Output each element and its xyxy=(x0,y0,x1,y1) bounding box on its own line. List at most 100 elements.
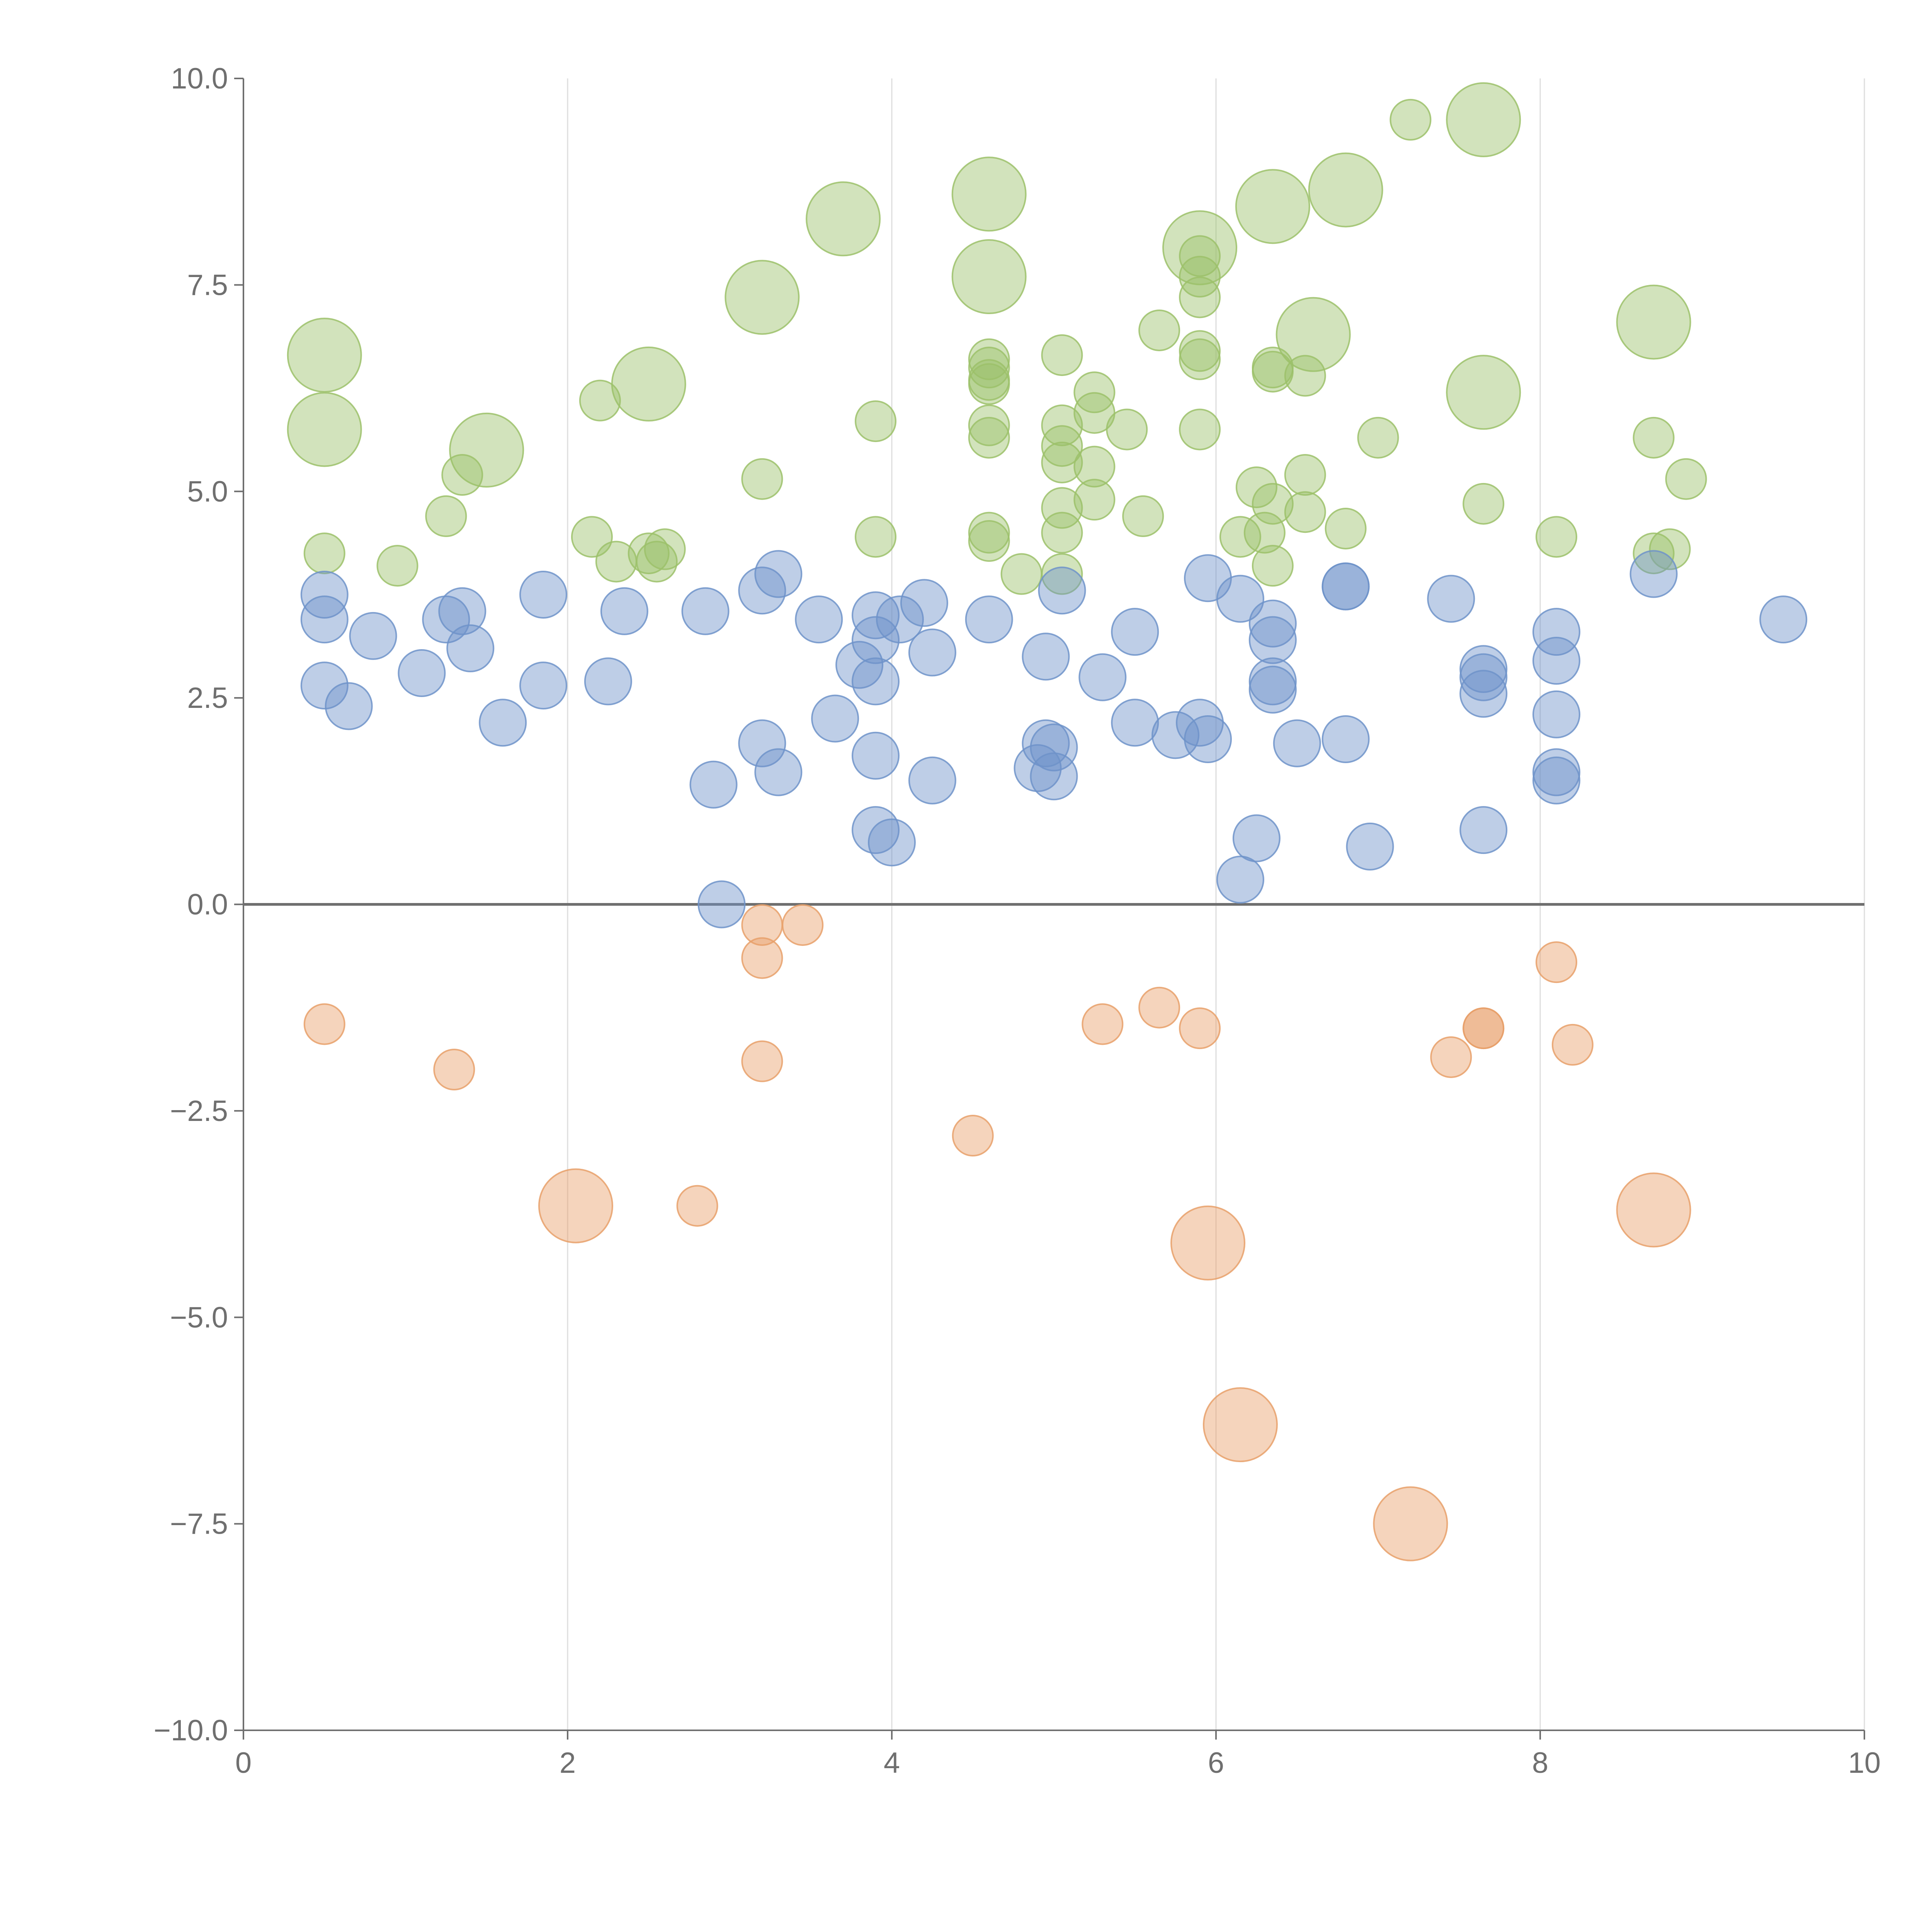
blue-data-point xyxy=(1248,616,1297,664)
green-data-point xyxy=(1308,152,1383,228)
green-data-point xyxy=(636,541,678,583)
green-data-point xyxy=(1616,284,1691,360)
green-data-point xyxy=(1041,425,1083,467)
green-data-point xyxy=(951,156,1027,232)
green-data-point xyxy=(1463,483,1505,525)
green-data-point xyxy=(1284,491,1326,533)
blue-data-point xyxy=(1022,633,1070,681)
x-tick-label: 8 xyxy=(1532,1747,1548,1779)
orange-data-point xyxy=(1179,1007,1221,1049)
blue-data-point xyxy=(868,818,916,867)
blue-data-point xyxy=(697,880,746,929)
blue-data-point xyxy=(349,612,397,660)
blue-data-point xyxy=(738,719,786,767)
blue-data-point xyxy=(438,587,486,635)
orange-data-point xyxy=(952,1115,994,1156)
blue-data-point xyxy=(1629,550,1678,598)
green-data-point xyxy=(1276,297,1351,372)
orange-data-point xyxy=(741,937,783,979)
green-data-point xyxy=(1000,553,1043,595)
blue-data-point xyxy=(908,628,956,677)
blue-data-point xyxy=(1078,653,1127,701)
green-data-point xyxy=(1073,479,1116,521)
blue-data-point xyxy=(795,595,843,644)
orange-data-point xyxy=(1551,1024,1594,1066)
green-data-point xyxy=(1041,553,1083,595)
green-data-point xyxy=(855,400,897,442)
green-data-point xyxy=(1535,516,1577,558)
blue-data-point xyxy=(1346,822,1394,871)
y-tick-label: 5.0 xyxy=(187,475,228,508)
green-data-point xyxy=(303,532,345,575)
blue-data-point xyxy=(519,570,568,619)
green-data-point xyxy=(806,181,881,257)
green-data-point xyxy=(287,392,362,467)
green-data-point xyxy=(1633,417,1675,459)
y-tick-label: 10.0 xyxy=(171,62,228,95)
blue-data-point xyxy=(479,699,527,747)
blue-data-point xyxy=(1038,566,1086,615)
blue-data-point xyxy=(1459,653,1508,701)
y-tick-label: −7.5 xyxy=(170,1508,228,1541)
green-data-point xyxy=(1041,441,1083,483)
blue-data-point xyxy=(422,595,470,644)
green-data-point xyxy=(1243,512,1286,554)
orange-data-point xyxy=(1535,941,1577,983)
green-data-point xyxy=(644,528,686,570)
green-data-point xyxy=(968,520,1010,562)
blue-data-point xyxy=(1151,711,1200,759)
orange-data-point xyxy=(1430,1036,1472,1078)
y-tick-label: 7.5 xyxy=(187,269,228,301)
green-data-point xyxy=(287,318,362,393)
blue-data-point xyxy=(754,748,803,796)
green-data-point xyxy=(1252,483,1294,525)
blue-data-point xyxy=(1532,756,1580,804)
green-data-point xyxy=(1041,512,1083,554)
blue-data-point xyxy=(1532,636,1580,685)
orange-data-point xyxy=(303,1003,345,1045)
green-data-point xyxy=(1665,458,1707,500)
green-data-point xyxy=(1041,487,1083,529)
green-data-point xyxy=(1325,507,1367,549)
orange-data-point xyxy=(538,1168,613,1243)
blue-data-point xyxy=(900,579,948,627)
green-data-point xyxy=(441,454,483,496)
blue-data-point xyxy=(1232,814,1281,862)
green-data-point xyxy=(968,363,1010,405)
blue-data-point xyxy=(446,624,495,672)
blue-data-point xyxy=(852,806,900,854)
tick-labels: 0 2 4 6 8 10 10.0 7.5 5.0 2.5 0.0 −2.5 −5.0 −7.5 −10.0 xyxy=(154,62,1881,1779)
orange-data-point xyxy=(1138,986,1180,1029)
y-tick-label: 2.5 xyxy=(187,682,228,714)
green-data-point xyxy=(376,545,418,587)
green-data-point xyxy=(968,417,1010,459)
green-data-point xyxy=(741,458,783,500)
green-data-point xyxy=(1179,330,1221,372)
blue-data-point xyxy=(1184,715,1232,763)
blue-data-point xyxy=(1111,608,1159,656)
blue-data-point xyxy=(1022,719,1070,767)
green-data-point xyxy=(1179,408,1221,451)
blue-data-point xyxy=(398,649,446,697)
green-data-point xyxy=(1357,417,1399,459)
blue-data-point xyxy=(852,657,900,706)
blue-data-point xyxy=(1216,855,1264,904)
blue-data-point xyxy=(1273,719,1321,767)
blue-data-point xyxy=(852,616,900,664)
blue-data-point xyxy=(1030,723,1078,772)
green-data-point xyxy=(968,512,1010,554)
x-tick-label: 0 xyxy=(235,1747,252,1779)
blue-data-point xyxy=(1532,690,1580,738)
blue-data-point xyxy=(1248,665,1297,714)
green-data-point xyxy=(1179,338,1221,380)
blue-data-point xyxy=(600,587,648,635)
blue-data-point xyxy=(1321,562,1370,611)
green-data-point xyxy=(724,260,800,335)
y-tick-label: 0.0 xyxy=(187,888,228,921)
orange-data-point xyxy=(1082,1003,1124,1045)
blue-data-point xyxy=(852,731,900,780)
x-tick-label: 4 xyxy=(884,1747,900,1779)
y-tick-label: −5.0 xyxy=(170,1301,228,1334)
green-data-point xyxy=(968,347,1010,389)
orange-data-point xyxy=(782,904,824,946)
